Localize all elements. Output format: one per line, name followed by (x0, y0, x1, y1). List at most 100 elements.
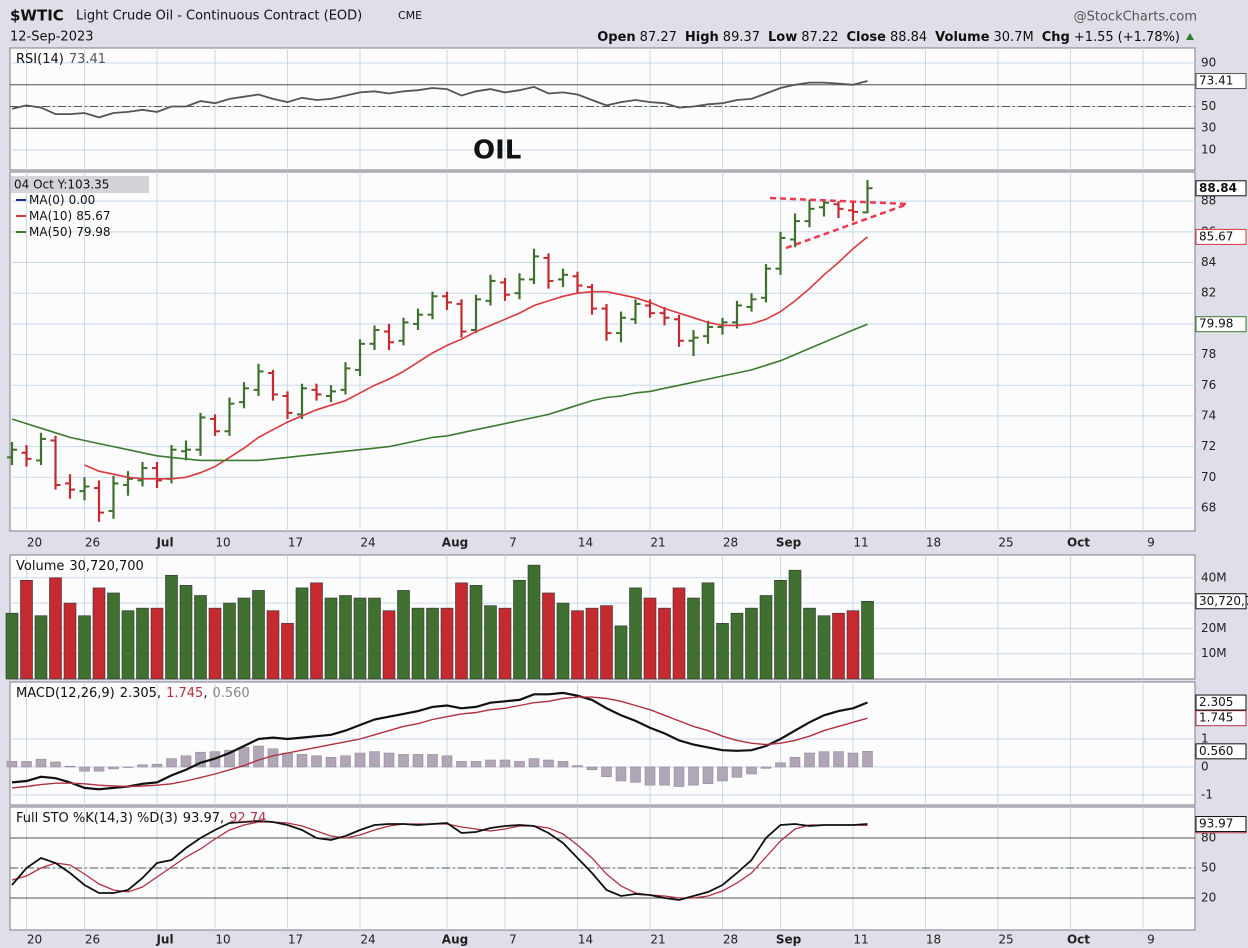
value-box-label: 2.305 (1199, 695, 1233, 709)
stat-value: +1.55 (1074, 30, 1114, 45)
volume-bar (324, 597, 338, 680)
x-tick-label: 14 (578, 933, 593, 947)
histogram-bar (630, 766, 641, 783)
value-box-label: 79.98 (1199, 317, 1233, 331)
histogram-bar (412, 754, 424, 768)
volume-bar (194, 595, 207, 680)
stat-name: Low (768, 30, 797, 45)
histogram-bar (789, 756, 801, 768)
volume-bar (484, 605, 497, 680)
volume-bar (774, 580, 787, 680)
histogram-bar (601, 766, 612, 778)
volume-bar (49, 577, 62, 680)
legend-value: 73.41 (69, 52, 106, 67)
volume-bar (107, 592, 120, 680)
histogram-bar (688, 766, 699, 786)
x-tick-label: 11 (853, 933, 868, 947)
histogram-bar (572, 765, 583, 768)
histogram-bar (267, 748, 279, 768)
histogram-bar (6, 761, 18, 768)
x-tick-label: 26 (85, 536, 100, 550)
legend-name: MA(10) (29, 209, 72, 223)
y-tick-label: 1 (1201, 732, 1209, 746)
x-tick-label: 17 (288, 933, 303, 947)
series-line (11, 323, 868, 462)
value-box-label: 0.560 (1199, 744, 1233, 758)
histogram-bar (557, 761, 569, 768)
histogram-bar (137, 764, 148, 768)
histogram-bar (354, 752, 366, 768)
value-box (1195, 593, 1247, 610)
volume-bar (382, 610, 396, 680)
x-tick-label: 7 (509, 536, 517, 550)
x-tick-label: Oct (1067, 536, 1090, 550)
volume-bar (571, 610, 584, 680)
legend-name: Full STO %K(14,3) %D(3) (16, 811, 178, 826)
stat-value: 89.37 (723, 30, 760, 45)
histogram-bar (64, 765, 76, 768)
volume-bar (411, 607, 425, 680)
x-tick-label: 9 (1147, 536, 1155, 550)
legend-entry: MA(0) 0.00 (29, 193, 95, 207)
histogram-bar (659, 766, 670, 786)
histogram-bar (383, 752, 395, 768)
volume-bar (629, 587, 642, 680)
legend-value: 0.560 (212, 686, 249, 701)
stat-name: Volume (935, 30, 990, 45)
x-tick-label: 25 (998, 536, 1013, 550)
legend-value: 0.00 (69, 193, 96, 207)
date: 12-Sep-2023 (10, 30, 94, 45)
histogram-bar (673, 766, 685, 787)
y-tick-label: 88 (1201, 194, 1216, 208)
histogram-bar (746, 766, 757, 775)
volume-bar (861, 600, 874, 680)
series-line (11, 696, 868, 789)
volume-bar (788, 569, 802, 680)
histogram-bar (470, 761, 482, 768)
histogram-bar (21, 761, 32, 768)
histogram-bar (122, 766, 134, 768)
volume-bar (498, 607, 512, 680)
histogram-bar (195, 751, 206, 768)
legend-value: 93.97 (183, 811, 220, 826)
histogram-bar (325, 756, 337, 768)
volume-bar (730, 612, 744, 680)
histogram-bar (166, 758, 177, 768)
histogram-bar (775, 762, 786, 768)
histogram-bar (456, 761, 467, 768)
chart-title: $WTIC (10, 7, 64, 25)
series-line (84, 236, 869, 480)
tooltip: 04 Oct Y:103.35 (14, 178, 109, 192)
panel-frame (9, 47, 1196, 171)
legend-entry: MA(10) 85.67 (29, 209, 111, 223)
volume-bar (179, 585, 193, 680)
stats: Open 87.27 High 89.37 Low 87.22 Close 88.84 Volu… (597, 30, 1180, 45)
x-tick-label: 7 (509, 933, 517, 947)
volume-bar (20, 580, 33, 680)
volume-bar (368, 597, 381, 680)
value-box-label: 93.97 (1199, 817, 1233, 831)
volume-bar (658, 607, 671, 680)
value-box (1195, 228, 1247, 245)
histogram-bar (760, 766, 772, 769)
volume-bar (150, 607, 164, 680)
legend-entry: MA(50) 79.98 (29, 225, 111, 239)
histogram-bar (441, 755, 453, 768)
value-box-label: 1.745 (1199, 711, 1233, 725)
x-tick-label: 21 (650, 933, 665, 947)
stat-percent: (+1.78%) (1118, 30, 1180, 45)
y-tick-label: 78 (1201, 347, 1216, 361)
legend: MACD(12,26,9) 2.305, 1.745, 0.560 (16, 686, 250, 701)
stat-value: 30.7M (994, 30, 1034, 45)
value-box (1195, 694, 1247, 711)
source: @StockCharts.com (1074, 10, 1197, 25)
x-tick-label: Oct (1067, 933, 1090, 947)
histogram-bar (702, 766, 714, 785)
histogram-bar (311, 755, 322, 768)
pattern-line (785, 202, 909, 250)
x-tick-label: 26 (85, 933, 100, 947)
annotation: OIL (473, 136, 521, 166)
volume-bar (440, 607, 454, 680)
volume-bar (310, 582, 323, 680)
